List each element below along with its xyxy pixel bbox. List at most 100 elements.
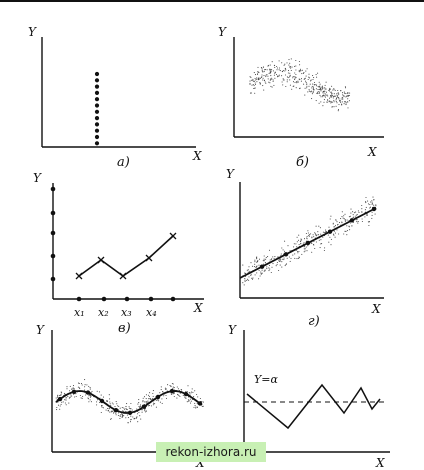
- band-dot: [348, 216, 350, 218]
- band-dot: [84, 389, 86, 391]
- cloud-dot: [269, 70, 271, 72]
- cloud-dot: [311, 98, 313, 100]
- band-dot: [173, 387, 175, 389]
- band-dot: [139, 404, 142, 406]
- band-dot: [120, 415, 122, 417]
- panel-v-tick-x1: x₁: [74, 306, 85, 319]
- cloud-dot: [256, 77, 258, 79]
- cloud-dot: [305, 75, 307, 77]
- band-dot: [265, 258, 267, 260]
- band-dot: [59, 405, 61, 407]
- cloud-dot: [282, 70, 284, 72]
- panel-v-y-label: Y: [33, 171, 42, 185]
- band-dot: [264, 270, 266, 272]
- band-dot: [307, 232, 309, 234]
- band-dot: [273, 257, 275, 259]
- band-dot: [144, 409, 146, 411]
- cloud-dot: [305, 70, 307, 72]
- cloud-dot: [329, 87, 331, 89]
- band-dot: [188, 400, 190, 402]
- cloud-dot: [306, 87, 308, 89]
- band-dot: [373, 199, 375, 201]
- band-dot: [308, 235, 310, 237]
- band-dot: [184, 396, 186, 398]
- band-dot: [121, 407, 123, 409]
- cloud-dot: [308, 73, 310, 75]
- cloud-dot: [287, 70, 290, 72]
- band-dot: [271, 266, 273, 268]
- band-dot: [106, 400, 108, 402]
- band-dot: [148, 404, 151, 407]
- cloud-dot: [300, 80, 302, 82]
- band-dot: [371, 211, 373, 213]
- band-dot: [102, 396, 105, 398]
- cloud-dot: [320, 101, 322, 103]
- cloud-dot: [269, 69, 271, 71]
- band-dot: [299, 241, 301, 243]
- band-dot: [246, 269, 248, 271]
- band-dot: [344, 230, 346, 232]
- panel-v-caption: в): [118, 321, 131, 336]
- band-dot: [159, 392, 161, 394]
- vertical-dot: [94, 84, 100, 89]
- cloud-dot: [299, 69, 301, 71]
- band-dot: [69, 390, 71, 392]
- band-dot: [188, 391, 190, 394]
- band-dot: [110, 418, 112, 420]
- trend-dot: [349, 218, 355, 223]
- band-dot: [368, 224, 370, 227]
- cloud-dot: [324, 87, 326, 89]
- cloud-dot: [254, 74, 257, 76]
- band-dot: [60, 393, 62, 395]
- band-dot: [261, 272, 263, 274]
- band-dot: [272, 263, 274, 265]
- band-dot: [342, 217, 344, 219]
- cloud-dot: [254, 83, 257, 85]
- cloud-dot: [263, 75, 265, 77]
- band-dot: [160, 389, 162, 391]
- cloud-dot: [336, 102, 338, 104]
- cloud-dot: [274, 66, 276, 68]
- cloud-dot: [325, 88, 327, 90]
- band-dot: [113, 411, 115, 413]
- band-dot: [88, 395, 90, 397]
- band-dot: [322, 236, 324, 238]
- band-dot: [271, 258, 273, 260]
- band-dot: [369, 206, 372, 208]
- panel-d-scatter-band: [55, 379, 204, 424]
- band-dot: [119, 417, 121, 420]
- band-dot: [315, 234, 317, 236]
- panel-b-caption: б): [296, 155, 309, 170]
- band-dot: [61, 392, 63, 394]
- band-dot: [366, 214, 368, 216]
- wave-dot: [183, 391, 189, 397]
- band-dot: [355, 211, 357, 213]
- band-dot: [84, 386, 86, 388]
- cloud-dot: [250, 92, 252, 94]
- cloud-dot: [326, 94, 328, 96]
- band-dot: [126, 414, 128, 416]
- cloud-dot: [272, 79, 274, 81]
- cloud-dot: [323, 95, 325, 97]
- band-dot: [132, 416, 134, 418]
- band-dot: [245, 272, 247, 275]
- band-dot: [361, 220, 363, 223]
- band-dot: [96, 399, 99, 401]
- band-dot: [202, 401, 204, 403]
- band-dot: [361, 208, 363, 210]
- cloud-dot: [333, 101, 335, 103]
- cloud-dot: [259, 82, 261, 84]
- band-dot: [89, 399, 91, 401]
- cloud-dot: [253, 72, 255, 74]
- wave-dot: [113, 408, 119, 413]
- cloud-dot: [295, 87, 297, 89]
- panel-e-line-label: Y=α: [254, 373, 278, 386]
- band-dot: [371, 217, 373, 219]
- cloud-dot: [322, 94, 324, 97]
- band-dot: [116, 403, 118, 405]
- cloud-dot: [344, 86, 346, 88]
- band-dot: [258, 269, 260, 272]
- cloud-dot: [261, 74, 263, 76]
- band-dot: [137, 403, 139, 405]
- cloud-dot: [278, 75, 280, 77]
